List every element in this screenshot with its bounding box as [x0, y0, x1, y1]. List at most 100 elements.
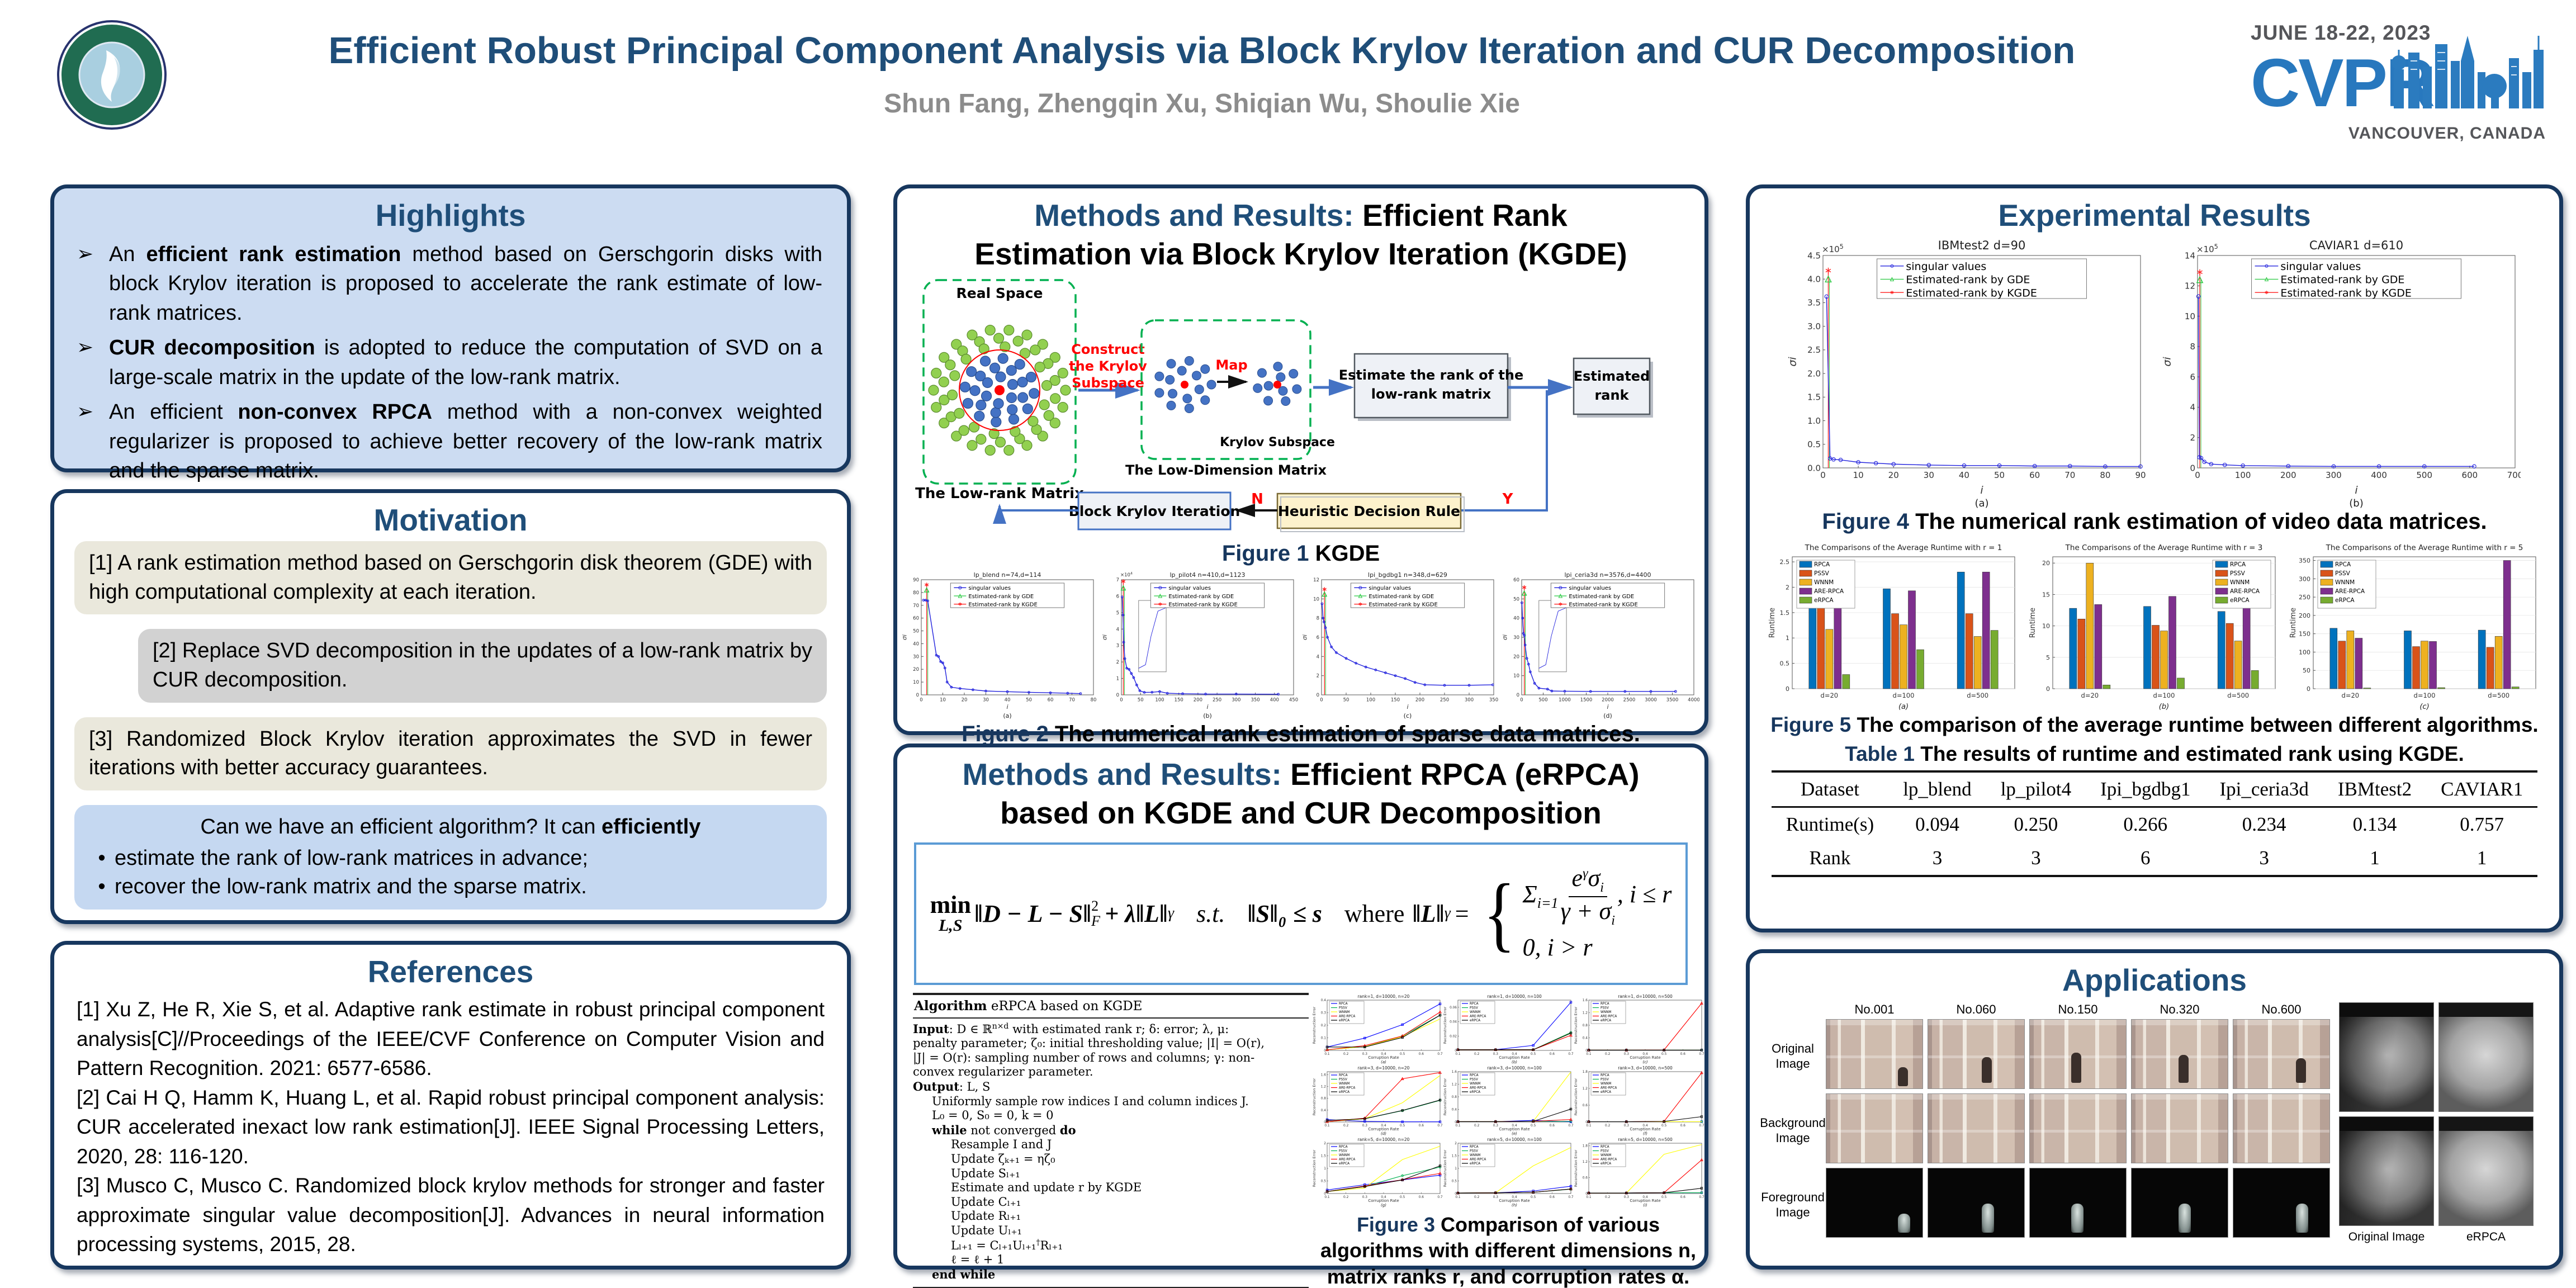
svg-text:8: 8 — [2190, 342, 2195, 352]
svg-text:2: 2 — [2190, 433, 2195, 443]
svg-text:30: 30 — [1924, 470, 1934, 480]
svg-text:4: 4 — [1116, 627, 1119, 632]
algorithm-line-18: end while — [932, 1267, 996, 1281]
svg-text:i: i — [1607, 703, 1608, 711]
fig3-plot-f: 0.1 0.2 0.3 0.4 0.5 0.6 0.7 0 0.6 1.2 1.8 rank=3, d… — [1574, 1066, 1704, 1136]
svg-text:lpi_ceria3d n=3576,d=4400: lpi_ceria3d n=3576,d=4400 — [1564, 571, 1651, 579]
svg-text:350: 350 — [1251, 697, 1259, 703]
fig3-plot-i: 0.1 0.2 0.3 0.4 0.5 0.6 0.7 0 0.6 1.2 1.8 rank=5, d… — [1574, 1137, 1704, 1208]
svg-text:0.02: 0.02 — [1450, 1035, 1457, 1038]
svg-text:Runtime: Runtime — [2029, 608, 2037, 638]
svg-text:0.4: 0.4 — [1512, 1053, 1517, 1056]
frame-label: No.001 — [1854, 1002, 1895, 1016]
svg-text:eRPCA: eRPCA — [1339, 1162, 1349, 1166]
svg-text:eRPCA: eRPCA — [1600, 1019, 1611, 1022]
svg-text:0.5: 0.5 — [1400, 1053, 1405, 1056]
svg-text:0.1: 0.1 — [1324, 1053, 1330, 1056]
svg-text:(a): (a) — [1003, 712, 1011, 719]
svg-text:1.6: 1.6 — [1452, 1071, 1457, 1074]
svg-text:0: 0 — [1317, 692, 1319, 698]
svg-text:0: 0 — [1455, 1192, 1457, 1196]
svg-text:10: 10 — [2042, 623, 2050, 630]
svg-text:Estimated-rank by GDE: Estimated-rank by GDE — [1168, 593, 1234, 599]
svg-text:1.6: 1.6 — [1321, 1073, 1327, 1077]
table1-header-3: Ipi_bgdbg1 — [2100, 778, 2191, 800]
svg-text:0: 0 — [1455, 1049, 1457, 1053]
svg-text:0: 0 — [1120, 697, 1123, 703]
svg-text:1.5: 1.5 — [1807, 392, 1821, 402]
svg-text:4: 4 — [1317, 654, 1319, 660]
experimental-results-panel: Experimental Results 0 10 20 30 40 50 60 70 80 90… — [1746, 184, 2563, 932]
svg-text:0.5: 0.5 — [1400, 1124, 1405, 1128]
table1-header-0: Dataset — [1800, 778, 1859, 800]
frame-column-No.320: No.320 — [2131, 1002, 2228, 1244]
svg-text:1.2: 1.2 — [1321, 1085, 1327, 1088]
algorithm-body: Input: D ∈ ℝn×d with estimated rank r; δ… — [913, 1019, 1309, 1288]
frame-label: No.320 — [2160, 1002, 2200, 1016]
svg-text:30: 30 — [913, 654, 919, 660]
svg-text:Corruption Rate: Corruption Rate — [1499, 1055, 1530, 1060]
svg-text:Runtime: Runtime — [2289, 608, 2298, 638]
svg-text:6: 6 — [1116, 594, 1119, 599]
svg-text:0.04: 0.04 — [1450, 1020, 1457, 1024]
applications-panel: Applications Original Image Background Im… — [1746, 949, 2563, 1270]
svg-text:i: i — [2355, 484, 2358, 496]
svg-text:0.8: 0.8 — [1321, 1097, 1327, 1100]
svg-text:0.4: 0.4 — [1642, 1124, 1648, 1128]
references-panel: References [1] Xu Z, He R, Xie S, et al.… — [50, 941, 851, 1270]
svg-text:RPCA: RPCA — [1470, 1145, 1479, 1149]
fig3-plot-b: 0.1 0.2 0.3 0.4 0.5 0.6 0.7 0 0.02 0.04 0.06 rank=1… — [1443, 994, 1574, 1064]
algorithm-line-6: Uniformly sample row indices I and colum… — [932, 1094, 1249, 1108]
svg-text:0.6: 0.6 — [1419, 1124, 1424, 1128]
svg-text:80: 80 — [2100, 470, 2110, 480]
svg-text:0: 0 — [1585, 1121, 1588, 1124]
svg-text:PSSV: PSSV — [1470, 1149, 1478, 1153]
svg-text:(e): (e) — [1512, 1131, 1517, 1136]
svg-text:Corruption Rate: Corruption Rate — [1499, 1199, 1530, 1203]
svg-text:σi: σi — [1788, 357, 1799, 367]
results-title: Experimental Results — [1998, 198, 2311, 233]
svg-text:70: 70 — [2064, 470, 2075, 480]
svg-text:(g): (g) — [1381, 1203, 1386, 1208]
svg-text:400: 400 — [2371, 470, 2387, 480]
svg-text:200: 200 — [2280, 470, 2296, 480]
svg-text:150: 150 — [1391, 697, 1400, 703]
cvpr-date: JUNE 18-22, 2023 — [2251, 21, 2431, 44]
svg-text:0.4: 0.4 — [1512, 1124, 1517, 1128]
svg-text:0.5: 0.5 — [1531, 1196, 1536, 1199]
svg-text:4.5: 4.5 — [1807, 250, 1821, 261]
background-frame-No.060 — [1928, 1093, 2025, 1163]
svg-text:PSSV: PSSV — [1470, 1006, 1478, 1010]
svg-text:Reconstruction Error: Reconstruction Error — [1443, 1149, 1447, 1187]
svg-text:3.0: 3.0 — [1807, 321, 1821, 332]
svg-text:90: 90 — [913, 577, 919, 583]
svg-text:the Krylov: the Krylov — [1069, 358, 1147, 374]
references-title: References — [367, 954, 534, 989]
svg-text:RPCA: RPCA — [2335, 561, 2351, 568]
face-label-1: Original Image — [2348, 1230, 2425, 1243]
cvpr-logo: JUNE 18-22, 2023 CVPR — [2251, 15, 2547, 154]
svg-text:0.4: 0.4 — [1512, 1196, 1517, 1199]
svg-text:Reconstruction Error: Reconstruction Error — [1574, 1078, 1578, 1115]
svg-text:350: 350 — [1489, 697, 1498, 703]
svg-text:50: 50 — [1026, 697, 1032, 703]
algorithm-line-3: |J| = O(r): sampling number of rows and … — [913, 1050, 1255, 1064]
svg-text:40: 40 — [1513, 615, 1519, 621]
figure2-plots: 0 10 20 30 40 50 60 70 80 0 10 20 30 40 50 60 70 80 90 lp_b… — [897, 570, 1704, 719]
svg-text:The Comparisons of the Average: The Comparisons of the Average Runtime w… — [2326, 543, 2523, 552]
svg-text:12: 12 — [2185, 281, 2195, 291]
motivation-title: Motivation — [373, 503, 528, 537]
svg-text:WNNM: WNNM — [1470, 1154, 1480, 1157]
svg-text:CAVIAR1 d=610: CAVIAR1 d=610 — [2309, 239, 2403, 252]
svg-text:0.2: 0.2 — [1474, 1053, 1480, 1056]
fig3-plot-h: 0.1 0.2 0.3 0.4 0.5 0.6 0.7 0 0.5 1 1.5 2 rank=5, d=… — [1443, 1137, 1574, 1208]
svg-text:2000: 2000 — [1602, 697, 1614, 703]
svg-text:Reconstruction Error: Reconstruction Error — [1574, 1006, 1578, 1044]
svg-text:ARE-RPCA: ARE-RPCA — [1470, 1086, 1486, 1090]
svg-text:0: 0 — [2046, 685, 2050, 693]
highlight-text: CUR decomposition is adopted to reduce t… — [109, 336, 822, 389]
algorithm-line-11: Update Sₗ₊₁ — [951, 1166, 1020, 1180]
svg-text:Runtime: Runtime — [1768, 608, 1777, 638]
svg-text:0.3: 0.3 — [1362, 1196, 1368, 1199]
svg-text:rank: rank — [1594, 387, 1629, 403]
